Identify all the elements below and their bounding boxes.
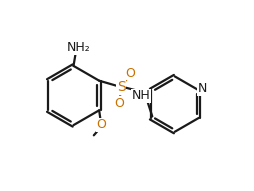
Text: N: N [198,82,207,95]
Text: NH₂: NH₂ [66,41,90,54]
Text: O: O [114,97,124,110]
Text: O: O [125,66,135,80]
Text: O: O [96,118,106,131]
Text: S: S [117,80,125,94]
Text: NH: NH [131,89,150,103]
